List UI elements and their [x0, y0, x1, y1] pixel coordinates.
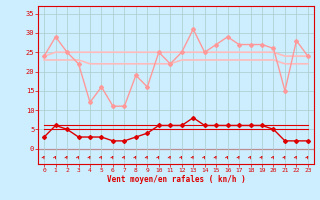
X-axis label: Vent moyen/en rafales ( kn/h ): Vent moyen/en rafales ( kn/h ) — [107, 175, 245, 184]
